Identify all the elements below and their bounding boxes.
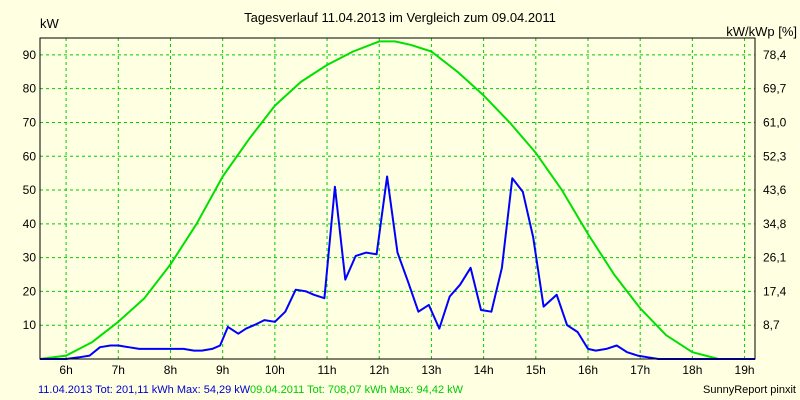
x-tick-label: 13h [421,363,441,377]
y-tick-label-left: 80 [23,82,37,96]
grid-lines [40,38,755,359]
x-tick-label: 19h [735,363,755,377]
y-tick-label-left: 50 [23,183,37,197]
x-tick-label: 17h [630,363,650,377]
y-tick-label-right: 52,3 [763,149,787,163]
footer-credit: SunnyReport pinxit [703,384,796,396]
y-tick-label-right: 43,6 [763,183,787,197]
x-tick-label: 8h [164,363,177,377]
x-tick-label: 16h [578,363,598,377]
y-tick-label-left: 40 [23,217,37,231]
y-tick-label-left: 20 [23,284,37,298]
y-tick-label-right: 34,8 [763,217,787,231]
footer-series1-summary: 11.04.2013 Tot: 201,11 kWh Max: 54,29 kW [38,384,251,396]
y-tick-label-left: 60 [23,149,37,163]
chart-title: Tagesverlauf 11.04.2013 im Vergleich zum… [244,10,556,25]
x-tick-label: 10h [265,363,285,377]
y-axis-label-left: kW [40,16,60,31]
series-line-09-04-2011 [39,40,755,360]
series-line-11-04-2013 [40,175,755,360]
x-tick-label: 6h [59,363,72,377]
footer-series2-summary: 09.04.2011 Tot: 708,07 kWh Max: 94,42 kW [250,384,464,396]
y-ticks-left: 10 20 30 40 50 60 70 80 90 [23,48,37,332]
y-tick-label-right: 26,1 [763,251,787,265]
y-tick-label-right: 61,0 [763,115,787,129]
x-tick-label: 9h [216,363,229,377]
x-ticks: 6h 7h 8h 9h 10h 11h 12h 13h 14h 15h 16h 17h 18h 19h [59,363,754,377]
y-tick-label-left: 90 [23,48,37,62]
x-tick-label: 12h [369,363,389,377]
y-tick-label-right: 17,4 [763,284,787,298]
y-tick-label-right: 69,7 [763,82,787,96]
y-tick-label-right: 8,7 [763,318,780,332]
plot-border [39,37,756,360]
y-tick-label-right: 78,4 [763,48,787,62]
y-tick-label-left: 70 [23,115,37,129]
series-lines [39,40,755,360]
x-tick-label: 14h [474,363,494,377]
x-tick-label: 18h [682,363,702,377]
plot-area [40,38,755,359]
x-tick-label: 11h [317,363,336,377]
plot-background [40,38,755,359]
x-tick-label: 15h [526,363,546,377]
y-tick-label-left: 30 [23,251,37,265]
y-ticks-right: 8,7 17,4 26,1 34,8 43,6 52,3 61,0 69,7 78,4 [763,48,787,332]
plot-frame [39,37,756,360]
y-axis-label-right: kW/kWp [%] [726,24,797,39]
x-tick-label: 7h [112,363,125,377]
y-tick-label-left: 10 [23,318,37,332]
